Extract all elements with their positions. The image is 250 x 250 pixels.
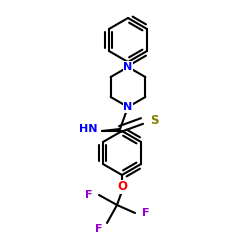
Text: O: O [117,180,127,194]
Text: N: N [124,62,132,72]
Text: N: N [124,102,132,112]
Text: F: F [142,208,150,218]
Text: S: S [150,114,158,128]
Text: HN: HN [80,124,98,134]
Text: F: F [96,224,103,234]
Text: F: F [84,190,92,200]
